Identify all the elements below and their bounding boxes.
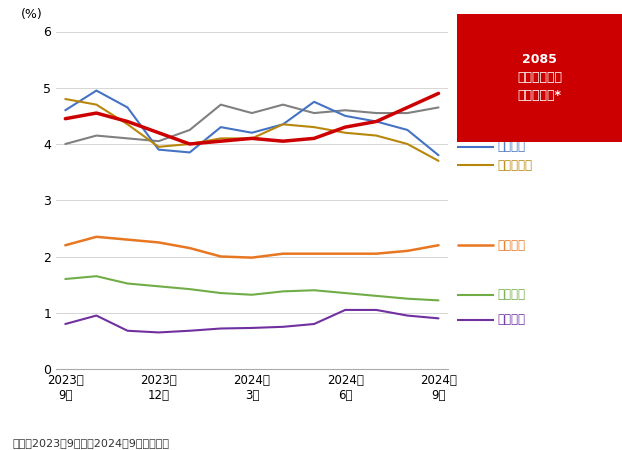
Text: 日本株式: 日本株式 [498, 239, 526, 252]
Text: 米国株式: 米国株式 [498, 288, 526, 301]
Text: 日本国債: 日本国債 [498, 313, 526, 326]
Text: 日本リート: 日本リート [498, 101, 532, 114]
Text: 期間：2023年9月末〜2024年9月末、月次: 期間：2023年9月末〜2024年9月末、月次 [12, 438, 169, 448]
Text: (%): (%) [21, 9, 42, 21]
Text: 米国国債: 米国国債 [498, 140, 526, 153]
Text: 米国リート: 米国リート [498, 159, 532, 172]
Text: 2085
高配当日本株
アクティブ*: 2085 高配当日本株 アクティブ* [517, 53, 562, 102]
